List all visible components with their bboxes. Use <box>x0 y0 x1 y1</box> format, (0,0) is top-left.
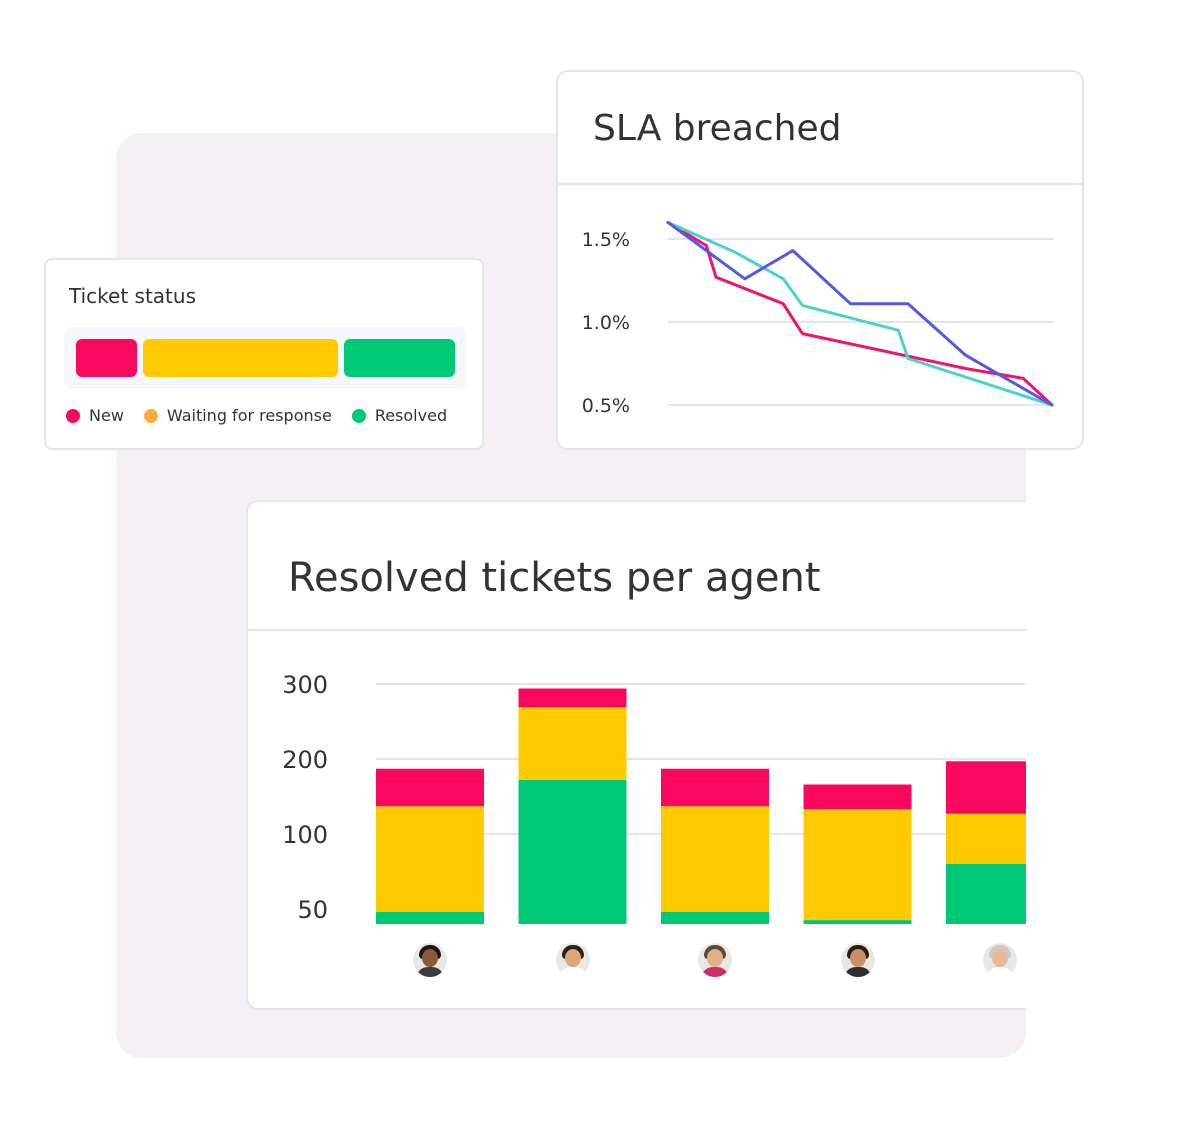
agent-avatar <box>840 943 875 977</box>
resolved-bar-segment <box>803 784 912 810</box>
resolved-tickets-title: Resolved tickets per agent <box>288 555 821 601</box>
avatar-face <box>849 949 866 967</box>
avatar-body <box>701 967 729 977</box>
ticket-status-title: Ticket status <box>69 284 196 308</box>
avatar-body <box>558 967 587 977</box>
sla-series-line-2 <box>666 220 1054 407</box>
agent-avatar <box>983 943 1017 977</box>
resolved-ytick-label: 50 <box>297 896 328 924</box>
resolved-divider <box>248 629 1026 631</box>
avatar-body <box>416 967 444 977</box>
avatar-face <box>992 949 1008 967</box>
resolved-ytick-label: 100 <box>282 821 328 849</box>
legend-item-waiting: Waiting for response <box>143 406 332 425</box>
resolved-bar-segment <box>946 813 1026 864</box>
status-segment-resolved <box>344 339 455 377</box>
sla-ytick-label: 1.0% <box>582 312 630 334</box>
legend-label-resolved: Resolved <box>374 406 448 425</box>
agent-avatar <box>413 943 447 977</box>
avatar-face <box>422 949 438 967</box>
resolved-bar-segment <box>946 864 1026 924</box>
ticket-status-bar <box>64 327 467 389</box>
avatar-body <box>986 967 1014 977</box>
resolved-bar-segment <box>518 688 627 708</box>
resolved-bar-segment <box>518 707 627 780</box>
resolved-bar-segment <box>803 920 912 924</box>
sla-line-chart: 1.5% 1.0% 0.5% <box>582 220 1054 417</box>
resolved-bar-segment <box>376 768 484 807</box>
resolved-bar-segment <box>661 912 769 924</box>
avatar-face <box>707 949 723 967</box>
resolved-bar-chart: 300 200 100 50 <box>282 671 1026 924</box>
avatar-body <box>843 967 872 977</box>
sla-ytick-label: 0.5% <box>582 395 630 417</box>
resolved-bar-segment <box>803 809 912 921</box>
resolved-bar-segment <box>376 806 484 912</box>
agent-avatar <box>698 943 732 977</box>
sla-series-line-1 <box>666 220 1054 407</box>
resolved-bar-segment <box>661 768 769 807</box>
legend-dot-waiting <box>143 408 158 423</box>
resolved-ytick-label: 200 <box>282 746 328 774</box>
status-segment-new <box>76 339 138 377</box>
avatar-face <box>564 949 581 967</box>
ticket-status-legend: New Waiting for response Resolved <box>66 406 447 425</box>
legend-label-new: New <box>89 406 124 425</box>
resolved-ytick-label: 300 <box>282 671 328 699</box>
legend-dot-new <box>66 408 80 423</box>
legend-dot-resolved <box>351 408 366 423</box>
ticket-status-card: Ticket status New Waiting for response R… <box>44 258 484 450</box>
sla-breached-card: SLA breached 1.5% 1.0% 0.5% <box>556 70 1084 450</box>
resolved-bar-segment <box>518 780 627 924</box>
legend-label-waiting: Waiting for response <box>166 406 332 425</box>
sla-series-line-3 <box>666 220 1054 407</box>
resolved-tickets-card: Resolved tickets per agent 300 200 100 50 <box>246 500 1026 1010</box>
sla-divider <box>558 183 1082 185</box>
resolved-bar-segment <box>661 806 769 912</box>
status-segment-waiting <box>143 339 339 377</box>
legend-item-new: New <box>66 406 124 425</box>
sla-breached-title: SLA breached <box>593 108 842 149</box>
resolved-bar-segment <box>946 761 1026 814</box>
agent-avatar <box>555 943 590 977</box>
legend-item-resolved: Resolved <box>351 406 448 425</box>
resolved-bar-segment <box>376 912 484 924</box>
sla-ytick-label: 1.5% <box>582 229 630 251</box>
